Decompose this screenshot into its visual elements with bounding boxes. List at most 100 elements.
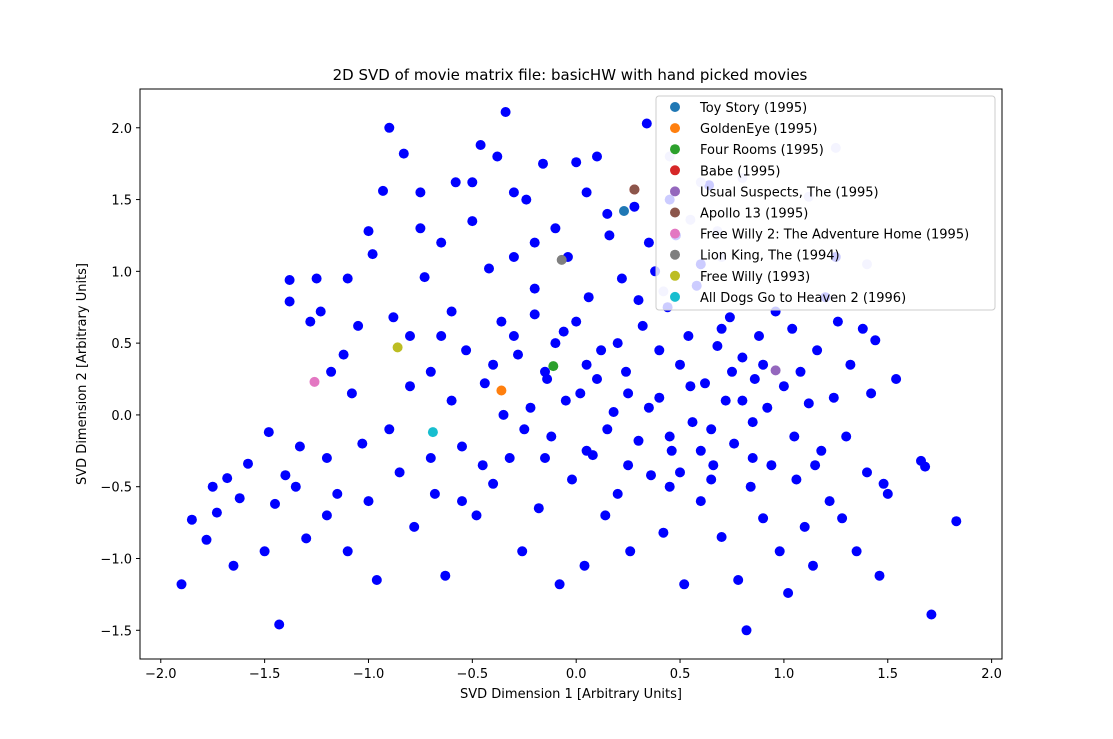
movie-point-57: [500, 107, 511, 117]
movie-point-18: [305, 316, 316, 327]
legend-label: Usual Suspects, The (1995): [700, 185, 879, 200]
movie-point-168: [446, 395, 457, 406]
movie-point-195: [664, 481, 675, 492]
movie-point-205: [529, 237, 540, 248]
movie-point-111: [724, 312, 735, 323]
movie-point-94: [654, 392, 665, 403]
movie-point-23: [332, 488, 343, 499]
movie-point-114: [737, 352, 748, 363]
movie-point-44: [440, 570, 451, 581]
movie-point-37: [405, 331, 415, 341]
movie-point-95: [658, 527, 669, 538]
movie-point-66: [538, 158, 548, 169]
movie-point-119: [758, 513, 769, 524]
movie-point-148: [882, 488, 893, 499]
legend-label: Toy Story (1995): [699, 101, 807, 116]
movie-point-19: [311, 273, 322, 284]
movie-point-16: [294, 441, 305, 452]
movie-point-0: [176, 579, 187, 590]
movie-point-158: [560, 395, 571, 406]
movie-point-192: [540, 453, 550, 463]
movie-point-124: [778, 381, 789, 392]
movie-point-172: [363, 496, 374, 507]
y-axis-label: SVD Dimension 2 [Arbitrary Units]: [75, 263, 90, 485]
movie-point-92: [646, 470, 656, 481]
x-tick-label: 0.0: [566, 667, 587, 682]
movie-point-29: [363, 226, 374, 237]
legend-marker: [670, 249, 680, 260]
movie-point-161: [623, 388, 634, 399]
plot-frame: [139, 88, 1003, 660]
movie-point-176: [457, 496, 467, 507]
movie-point-91: [641, 118, 652, 129]
movie-point-163: [664, 431, 675, 442]
movie-point-68: [546, 431, 557, 442]
y-tick-label: 0.5: [111, 337, 132, 352]
chart-title: 2D SVD of movie matrix file: basicHW wit…: [333, 66, 808, 84]
movie-point-136: [828, 392, 839, 403]
movie-point-25: [342, 546, 353, 557]
movie-point-107: [708, 460, 719, 471]
x-tick-label: 0.5: [670, 667, 691, 682]
movie-point-55: [492, 151, 503, 162]
movie-point-180: [571, 316, 582, 327]
movie-point-109: [716, 532, 727, 542]
movie-point-155: [498, 409, 509, 420]
highlight-point-7: [556, 254, 567, 265]
movie-point-15: [284, 275, 295, 285]
x-tick-label: 2.0: [981, 667, 1002, 682]
movie-point-83: [608, 407, 619, 417]
movie-point-12: [274, 619, 285, 630]
highlight-point-0: [619, 206, 629, 216]
movie-point-202: [467, 216, 478, 227]
legend-label: Free Willy 2: The Adventure Home (1995): [700, 228, 969, 243]
movie-point-36: [398, 148, 409, 159]
movie-point-80: [596, 345, 607, 356]
movie-point-138: [837, 513, 848, 524]
movie-point-104: [695, 496, 706, 507]
movie-point-84: [612, 488, 623, 499]
movie-point-45: [446, 306, 457, 317]
movie-point-7: [234, 493, 245, 504]
legend-marker: [670, 144, 680, 155]
legend-label: Free Willy (1993): [700, 270, 810, 285]
movie-point-73: [567, 474, 577, 485]
movie-point-128: [795, 366, 806, 377]
movie-point-5: [222, 473, 233, 484]
legend-marker: [670, 123, 680, 134]
movie-point-108: [712, 341, 723, 351]
movie-point-186: [695, 445, 706, 456]
movie-point-49: [467, 177, 478, 188]
movie-point-90: [637, 320, 648, 331]
movie-point-2: [201, 534, 212, 545]
movie-point-207: [581, 187, 592, 198]
movie-point-116: [745, 481, 756, 492]
movie-point-51: [475, 140, 486, 150]
movie-point-27: [353, 320, 364, 331]
movie-point-85: [616, 273, 627, 284]
movie-point-170: [405, 381, 415, 392]
movie-point-129: [799, 521, 810, 532]
highlight-point-1: [496, 385, 507, 396]
legend-label: All Dogs Go to Heaven 2 (1996): [700, 291, 906, 306]
movie-point-174: [290, 481, 301, 492]
y-tick-label: 0.0: [111, 409, 132, 424]
movie-point-110: [720, 395, 731, 406]
movie-point-159: [581, 359, 592, 370]
movie-point-113: [733, 575, 744, 585]
movie-point-171: [384, 424, 395, 435]
movie-point-193: [581, 445, 592, 456]
movie-point-151: [920, 461, 931, 472]
movie-point-26: [346, 388, 357, 399]
y-tick-label: −0.5: [100, 481, 132, 496]
movie-point-35: [394, 467, 405, 478]
movie-point-127: [791, 474, 802, 485]
movie-point-13: [280, 470, 291, 481]
legend-marker: [670, 186, 680, 197]
movie-point-164: [685, 381, 696, 392]
movie-point-59: [508, 252, 519, 262]
movie-point-21: [321, 453, 332, 463]
movie-point-63: [525, 402, 536, 413]
movie-point-201: [415, 223, 426, 234]
movie-point-152: [926, 609, 937, 620]
